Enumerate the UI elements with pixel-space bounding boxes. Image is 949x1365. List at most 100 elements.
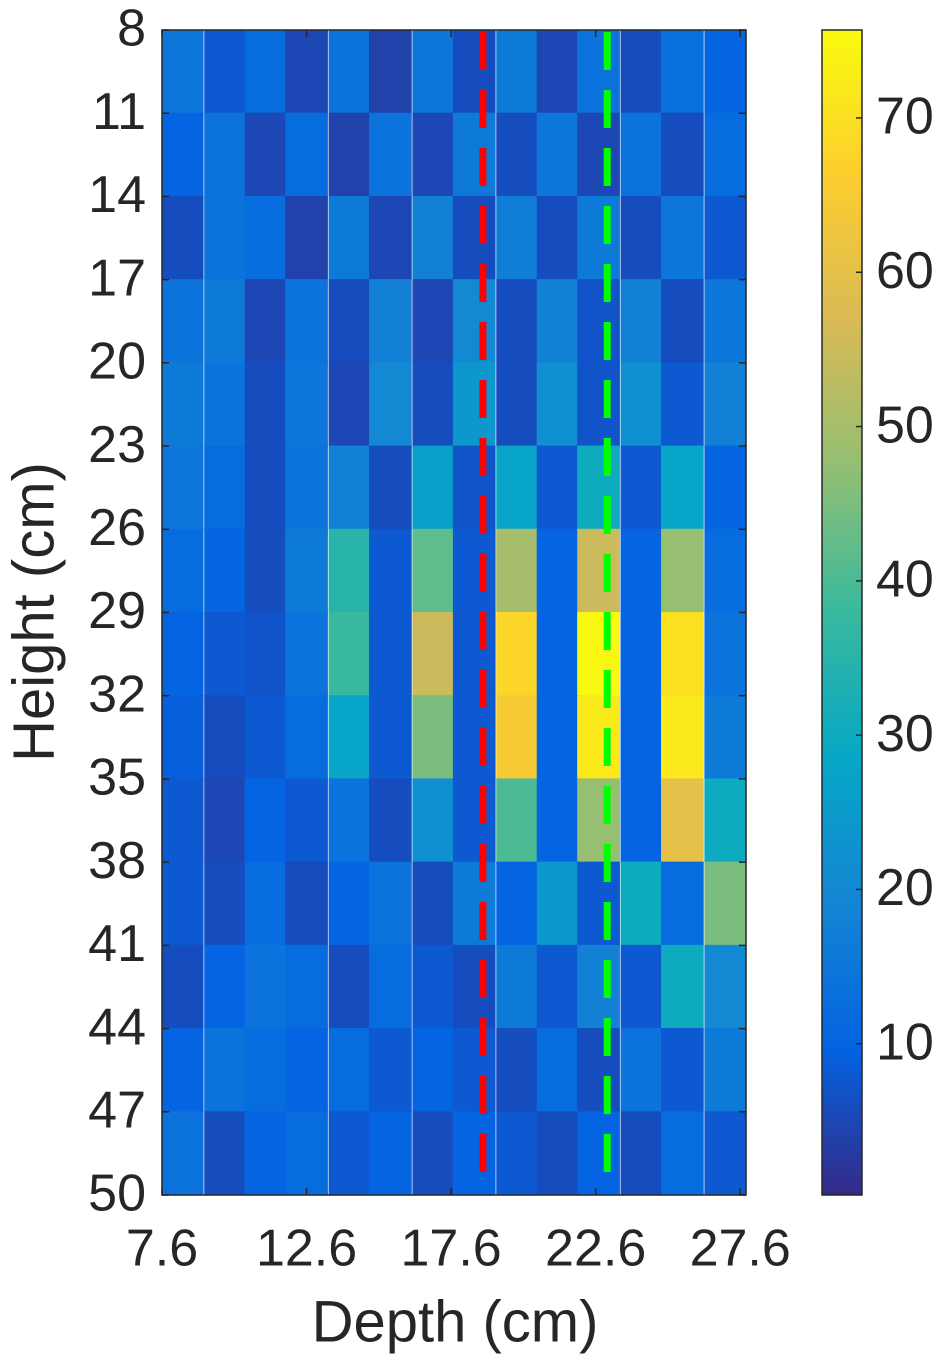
heatmap-cell — [369, 944, 412, 1030]
heatmap-cell — [244, 1111, 288, 1195]
heatmap-cell — [162, 778, 204, 863]
heatmap-cell — [244, 778, 288, 863]
heatmap-cell — [496, 1028, 539, 1113]
heatmap-cell — [661, 362, 704, 447]
y-tick-label: 29 — [88, 582, 146, 640]
heatmap-cell — [620, 944, 664, 1030]
heatmap-cell — [204, 195, 247, 281]
heatmap-cell — [162, 861, 204, 946]
heatmap-cell — [620, 279, 664, 364]
heatmap-cell — [285, 445, 328, 530]
heatmap-cell — [328, 279, 372, 364]
heatmap-cell — [285, 112, 328, 197]
heatmap-cell — [704, 1028, 746, 1113]
heatmap-cell — [536, 362, 580, 447]
heatmap-cell — [204, 30, 247, 114]
heatmap-cell — [285, 695, 328, 780]
heatmap-cell — [620, 195, 664, 281]
heatmap-cell — [704, 944, 746, 1030]
y-axis-label: Height (cm) — [1, 462, 66, 762]
heatmap-cell — [328, 1028, 372, 1113]
heatmap-cell — [536, 612, 580, 697]
heatmap-cell — [162, 279, 204, 364]
heatmap-cell — [536, 944, 580, 1030]
heatmap-cell — [452, 1028, 496, 1113]
heatmap-cell — [369, 195, 412, 281]
heatmap-cell — [661, 445, 704, 530]
heatmap-cell — [536, 30, 580, 114]
heatmap-cell — [536, 778, 580, 863]
heatmap-cell — [620, 1111, 664, 1195]
x-tick-label: 17.6 — [400, 1220, 501, 1278]
heatmap-cell — [620, 612, 664, 697]
heatmap-cell — [244, 528, 288, 613]
heatmap-cell — [369, 30, 412, 114]
heatmap-cell — [285, 528, 328, 613]
heatmap-cell — [162, 528, 204, 613]
heatmap-cell — [369, 612, 412, 697]
heatmap-cell — [536, 1028, 580, 1113]
heatmap-cell — [496, 445, 539, 530]
heatmap-cell — [577, 944, 620, 1030]
heatmap-cell — [452, 695, 496, 780]
y-tick-label: 26 — [88, 499, 146, 557]
heatmap-cell — [452, 30, 496, 114]
heatmap-cell — [244, 695, 288, 780]
heatmap-cell — [661, 279, 704, 364]
heatmap-cell — [204, 362, 247, 447]
heatmap-cell — [620, 528, 664, 613]
heatmap-cell — [536, 1111, 580, 1195]
heatmap-cell — [204, 778, 247, 863]
heatmap-cell — [577, 695, 620, 780]
heatmap-cell — [412, 861, 456, 946]
heatmap-cell — [412, 1111, 456, 1195]
heatmap-cell — [577, 279, 620, 364]
heatmap-cell — [661, 612, 704, 697]
y-tick-label: 11 — [92, 83, 146, 141]
heatmap-cell — [412, 362, 456, 447]
heatmap-cell — [452, 778, 496, 863]
heatmap-cell — [244, 112, 288, 197]
heatmap-cell — [577, 112, 620, 197]
heatmap-cell — [412, 279, 456, 364]
heatmap-cell — [162, 1028, 204, 1113]
heatmap-cell — [328, 861, 372, 946]
heatmap-cell — [661, 695, 704, 780]
y-tick-label: 14 — [88, 166, 146, 224]
heatmap-cell — [496, 1111, 539, 1195]
colorbar-tick-label: 20 — [876, 859, 934, 917]
heatmap-cell — [620, 445, 664, 530]
heatmap-cell — [577, 195, 620, 281]
heatmap-cell — [369, 1111, 412, 1195]
heatmap-cell — [285, 279, 328, 364]
heatmap-cell — [285, 1028, 328, 1113]
heatmap-cell — [661, 30, 704, 114]
heatmap-cell — [661, 1111, 704, 1195]
heatmap-cell — [369, 112, 412, 197]
y-tick-label: 38 — [88, 832, 146, 890]
heatmap-cell — [285, 30, 328, 114]
heatmap-cell — [285, 195, 328, 281]
heatmap-cell — [328, 612, 372, 697]
x-tick-label: 27.6 — [690, 1220, 791, 1278]
heatmap-cell — [620, 1028, 664, 1113]
heatmap-cell — [496, 362, 539, 447]
x-tick-label: 22.6 — [545, 1220, 646, 1278]
y-tick-label: 50 — [88, 1165, 146, 1223]
heatmap-cell — [328, 778, 372, 863]
heatmap-cell — [412, 30, 456, 114]
heatmap-cell — [328, 1111, 372, 1195]
heatmap-cell — [577, 362, 620, 447]
heatmap-cell — [577, 861, 620, 946]
heatmap-cell — [328, 944, 372, 1030]
heatmap-cell — [496, 695, 539, 780]
heatmap-cell — [452, 112, 496, 197]
y-tick-label: 8 — [117, 0, 146, 58]
heatmap-cell — [369, 528, 412, 613]
heatmap-cell — [162, 944, 204, 1030]
heatmap-cell — [452, 445, 496, 530]
heatmap-cell — [704, 612, 746, 697]
colorbar-tick-label: 40 — [876, 551, 934, 609]
heatmap-cell — [369, 695, 412, 780]
